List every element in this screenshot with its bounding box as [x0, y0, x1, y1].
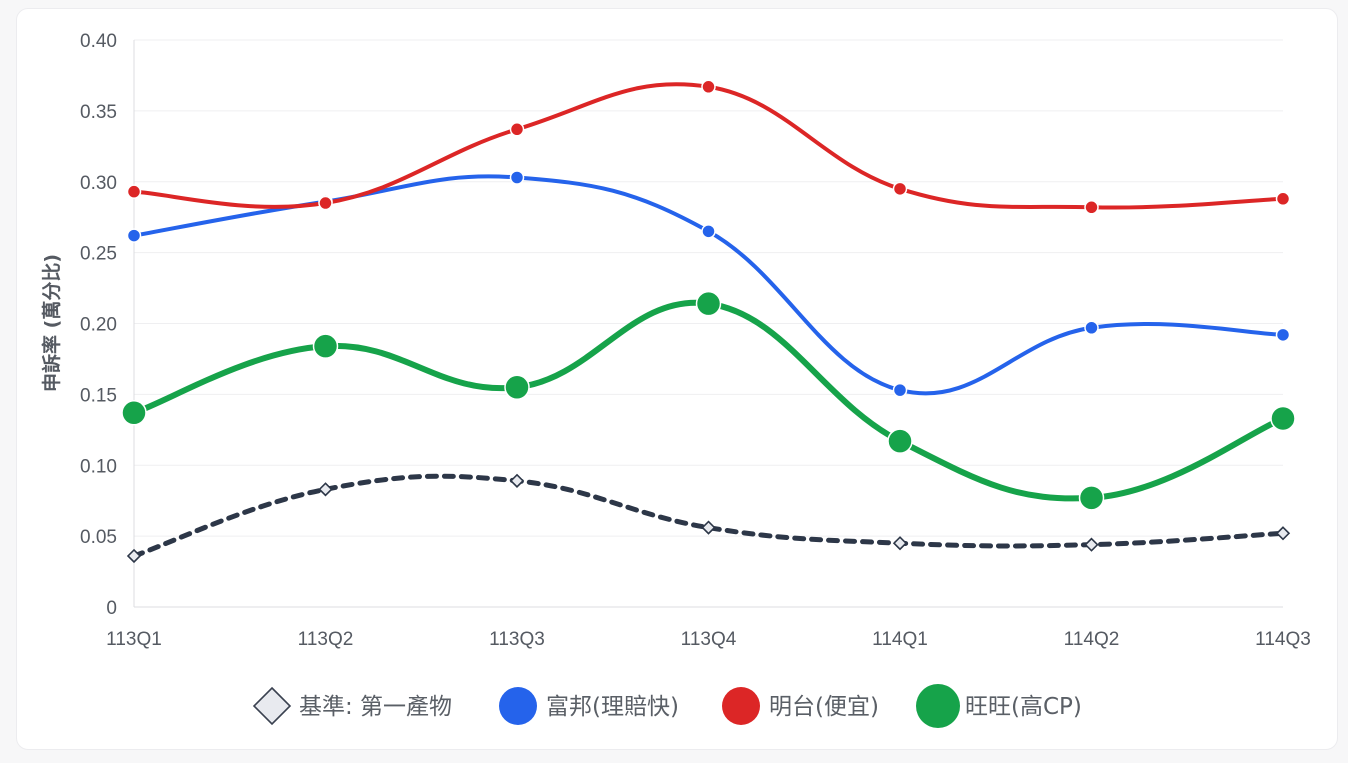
y-tick-label: 0.40 [80, 31, 117, 52]
data-point[interactable] [1084, 200, 1099, 215]
x-tick-label: 114Q2 [1064, 629, 1120, 650]
y-tick-label: 0.05 [80, 527, 117, 548]
x-tick-label: 113Q2 [298, 629, 354, 650]
data-point[interactable] [701, 224, 716, 239]
data-point[interactable] [1084, 537, 1099, 552]
series-line [131, 299, 1286, 502]
y-tick-label: 0.30 [80, 173, 117, 194]
data-point[interactable] [509, 473, 525, 488]
data-point[interactable] [126, 228, 142, 243]
legend-label: 富邦(理賠快) [546, 694, 679, 720]
y-tick-label: 0.10 [80, 456, 117, 477]
data-point[interactable] [892, 536, 908, 551]
data-point[interactable] [121, 400, 147, 426]
data-point[interactable] [318, 482, 333, 497]
data-point[interactable] [509, 122, 525, 137]
data-point[interactable] [1275, 526, 1291, 541]
legend-item[interactable]: 明台(便宜) [722, 687, 879, 725]
data-point[interactable] [887, 428, 913, 454]
x-tick-labels: 113Q1 113Q2 113Q3 113Q4 114Q1 114Q2 114Q3 [106, 629, 1311, 650]
data-point[interactable] [1270, 405, 1296, 432]
y-tick-labels: 0 0.05 0.10 0.15 0.20 0.25 0.30 0.35 0.40 [80, 31, 117, 619]
x-tick-label: 114Q3 [1255, 629, 1311, 650]
chart-card [16, 8, 1338, 750]
y-tick-label: 0 [106, 598, 117, 619]
legend-swatch [252, 686, 292, 726]
data-point[interactable] [126, 548, 142, 564]
y-tick-label: 0.15 [80, 385, 117, 406]
data-point[interactable] [1275, 191, 1291, 207]
legend-item[interactable]: 旺旺(高CP) [916, 684, 1082, 728]
legend-item[interactable]: 基準: 第一產物 [252, 686, 452, 726]
series-line [132, 82, 1285, 210]
data-point[interactable] [318, 195, 333, 211]
x-tick-label: 113Q1 [106, 629, 162, 650]
series-lines [131, 82, 1286, 559]
y-tick-label: 0.20 [80, 315, 117, 336]
data-point[interactable] [504, 374, 530, 401]
y-tick-label: 0.25 [80, 244, 117, 265]
data-point[interactable] [312, 333, 339, 359]
data-point[interactable] [509, 170, 525, 185]
data-point[interactable] [695, 290, 722, 317]
x-tick-label: 113Q3 [489, 629, 545, 650]
legend-swatch [916, 684, 960, 728]
legend-label: 明台(便宜) [769, 694, 879, 720]
legend-swatch [722, 687, 760, 725]
y-tick-label: 0.35 [80, 102, 117, 123]
data-point[interactable] [701, 520, 716, 535]
legend: 基準: 第一產物 富邦(理賠快) 明台(便宜) 旺旺(高CP) [252, 684, 1082, 728]
series-line [131, 473, 1286, 559]
legend-swatch [499, 687, 537, 725]
data-point[interactable] [1084, 320, 1099, 336]
data-point[interactable] [1078, 485, 1105, 511]
legend-item[interactable]: 富邦(理賠快) [499, 687, 679, 725]
y-axis-title: 申訴率 (萬分比) [40, 254, 63, 392]
legend-label: 旺旺(高CP) [965, 694, 1082, 720]
data-point[interactable] [892, 181, 908, 197]
axes [133, 40, 1283, 608]
x-tick-label: 113Q4 [681, 629, 737, 650]
data-point[interactable] [701, 79, 716, 95]
legend-label: 基準: 第一產物 [299, 694, 452, 720]
data-point[interactable] [126, 184, 142, 199]
data-point[interactable] [1275, 327, 1291, 343]
x-tick-label: 114Q1 [872, 629, 928, 650]
data-point[interactable] [892, 382, 908, 398]
series-markers [121, 79, 1296, 564]
